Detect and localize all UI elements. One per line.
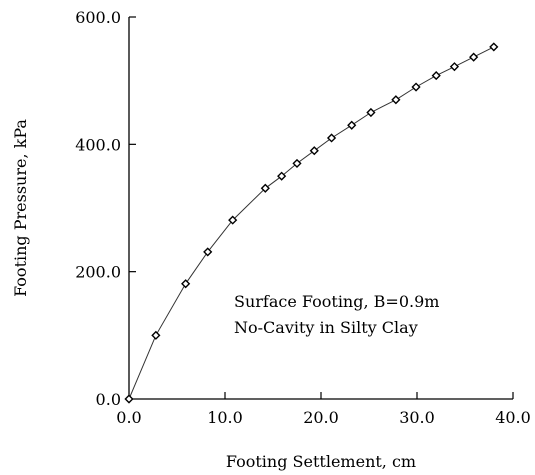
x-tick-label: 0.0 [116, 408, 141, 427]
data-point-marker [347, 120, 357, 130]
data-point-marker [366, 107, 376, 118]
axes [128, 17, 513, 400]
x-tick-label: 10.0 [207, 408, 243, 427]
data-point-marker [260, 183, 270, 193]
data-point-marker [431, 70, 441, 81]
data-point-marker [181, 279, 191, 289]
x-tick-label: 30.0 [399, 408, 435, 427]
annotation-line-1: Surface Footing, B=0.9m [234, 292, 439, 311]
data-point-marker [449, 62, 460, 72]
data-point-marker [326, 133, 337, 143]
y-axis-label: Footing Pressure, kPa [11, 119, 30, 297]
data-point-marker [489, 42, 499, 52]
y-tick-label: 600.0 [75, 8, 121, 27]
data-point-marker [391, 95, 401, 105]
x-ticks: 0.0 10.0 20.0 30.0 40.0 [116, 392, 531, 427]
data-point-marker [151, 330, 161, 340]
x-tick-label: 20.0 [303, 408, 339, 427]
data-point-marker [124, 394, 134, 404]
y-tick-label: 400.0 [75, 135, 121, 154]
data-point-marker [228, 215, 238, 225]
y-tick-label: 0.0 [96, 390, 121, 409]
data-point-marker [469, 52, 479, 62]
y-tick-label: 200.0 [75, 263, 121, 282]
data-markers [124, 42, 499, 404]
series-line [128, 46, 495, 400]
data-point-marker [309, 146, 319, 156]
x-axis-label: Footing Settlement, cm [226, 452, 416, 471]
y-ticks: 0.0 200.0 400.0 600.0 [75, 8, 136, 409]
annotation-line-2: No-Cavity in Silty Clay [234, 318, 418, 337]
x-tick-label: 40.0 [495, 408, 531, 427]
data-point-marker [277, 171, 287, 181]
data-point-marker [411, 82, 421, 92]
data-point-marker [203, 247, 213, 257]
data-point-marker [292, 158, 302, 169]
